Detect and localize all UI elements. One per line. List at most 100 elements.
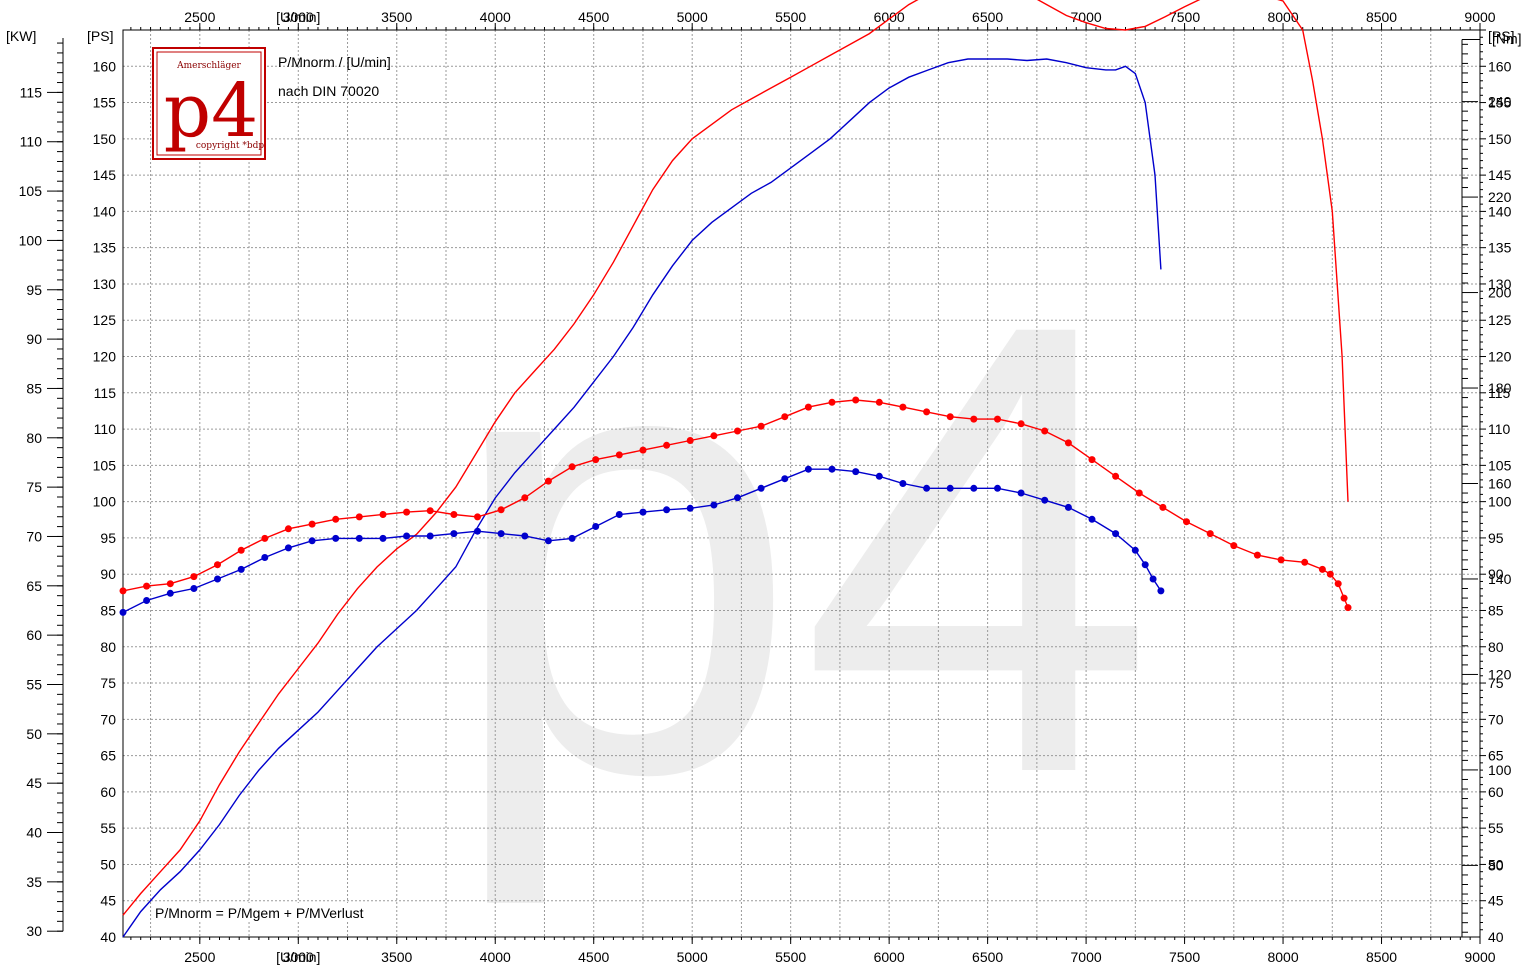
series-point-2 bbox=[214, 561, 221, 569]
ps-tick-label-right: 65 bbox=[1488, 748, 1504, 764]
series-point-3 bbox=[781, 475, 789, 483]
x-tick-label-bottom: 8000 bbox=[1267, 949, 1298, 965]
kw-tick-label: 110 bbox=[20, 134, 43, 150]
ps-tick-label-left: 160 bbox=[93, 58, 117, 74]
kw-tick-label: 75 bbox=[26, 479, 42, 495]
series-point-3 bbox=[923, 484, 931, 492]
series-line-0 bbox=[122, 0, 1349, 916]
ps-tick-label-left: 115 bbox=[94, 385, 117, 401]
series-point-3 bbox=[450, 530, 458, 538]
series-point-2 bbox=[1088, 456, 1096, 464]
ps-tick-label-left: 55 bbox=[100, 820, 116, 836]
annotation-line2: nach DIN 70020 bbox=[278, 83, 379, 99]
series-point-2 bbox=[379, 511, 387, 518]
ps-tick-label-left: 85 bbox=[100, 602, 116, 618]
series-point-3 bbox=[592, 523, 600, 530]
series-point-2 bbox=[284, 525, 292, 533]
series-point-2 bbox=[923, 408, 931, 416]
ps-tick-label-right: 50 bbox=[1488, 856, 1504, 872]
series-point-3 bbox=[521, 532, 529, 540]
ps-tick-label-left: 100 bbox=[93, 494, 117, 510]
series-point-2 bbox=[1340, 594, 1348, 602]
kw-tick-label: 105 bbox=[19, 183, 43, 199]
series-point-3 bbox=[568, 534, 576, 542]
series-point-2 bbox=[426, 507, 434, 515]
series-point-2 bbox=[592, 456, 600, 464]
series-point-3 bbox=[1141, 561, 1149, 569]
nm-tick-label: 200 bbox=[1488, 285, 1512, 301]
series-point-2 bbox=[686, 437, 694, 444]
series-point-3 bbox=[237, 565, 245, 573]
x-tick-label-top: 4500 bbox=[578, 9, 609, 25]
series-point-2 bbox=[355, 513, 363, 521]
ps-tick-label-right: 110 bbox=[1488, 421, 1511, 437]
series-point-3 bbox=[639, 508, 647, 516]
x-tick-label-bottom: 2500 bbox=[184, 949, 215, 965]
series-line-2 bbox=[122, 399, 1349, 608]
x-axis-title-bottom: [U/min] bbox=[276, 949, 320, 965]
kw-tick-label: 80 bbox=[26, 430, 42, 446]
ps-tick-label-left: 105 bbox=[93, 457, 117, 473]
kw-tick-label: 70 bbox=[26, 528, 42, 544]
ps-tick-label-left: 150 bbox=[93, 131, 117, 147]
series-point-3 bbox=[403, 532, 411, 540]
x-tick-label-bottom: 4000 bbox=[480, 949, 511, 965]
nm-tick-label: 220 bbox=[1488, 189, 1512, 205]
ps-tick-label-right: 60 bbox=[1488, 784, 1504, 800]
series-point-3 bbox=[1112, 530, 1120, 538]
series-point-2 bbox=[970, 415, 978, 423]
series-point-2 bbox=[332, 515, 340, 523]
series-point-3 bbox=[284, 544, 292, 552]
ps-tick-label-left: 145 bbox=[93, 167, 117, 183]
series-point-2 bbox=[828, 398, 836, 406]
ps-tick-label-right: 105 bbox=[1488, 457, 1512, 473]
series-point-3 bbox=[1041, 496, 1049, 504]
kw-tick-label: 115 bbox=[20, 84, 43, 100]
logo-top-text: Amerschläger bbox=[176, 61, 241, 71]
kw-tick-label: 90 bbox=[26, 331, 42, 347]
ps-tick-label-left: 65 bbox=[100, 748, 116, 764]
series-layer bbox=[119, 0, 1352, 938]
series-point-2 bbox=[639, 446, 647, 454]
ps-tick-label-right: 135 bbox=[1488, 240, 1512, 256]
x-tick-label-bottom: 3000 bbox=[283, 949, 314, 965]
series-point-3 bbox=[119, 608, 127, 616]
series-point-2 bbox=[757, 422, 765, 430]
series-point-2 bbox=[1135, 489, 1143, 497]
ps-tick-label-right: 75 bbox=[1488, 675, 1504, 691]
ps-tick-label-left: 70 bbox=[100, 711, 116, 727]
series-point-2 bbox=[143, 582, 151, 590]
ps-tick-label-right: 140 bbox=[1488, 203, 1512, 219]
x-tick-label-top: 4000 bbox=[480, 9, 511, 25]
formula-background bbox=[152, 903, 392, 921]
x-axis-title-top: [U/min] bbox=[276, 9, 320, 25]
kw-tick-label: 30 bbox=[26, 923, 42, 939]
ps-tick-label-left: 95 bbox=[100, 530, 116, 546]
series-point-2 bbox=[1253, 551, 1261, 559]
series-point-3 bbox=[1064, 503, 1072, 511]
series-point-2 bbox=[1017, 420, 1025, 428]
series-point-2 bbox=[308, 520, 316, 528]
series-point-3 bbox=[166, 589, 174, 597]
series-point-2 bbox=[190, 573, 198, 581]
kw-tick-label: 35 bbox=[26, 874, 42, 890]
axes: 2500 2500 3000 3000 3500 3500 4000 4000 4500 4500… bbox=[6, 9, 1522, 965]
series-point-2 bbox=[710, 432, 718, 440]
x-tick-label-bottom: 8500 bbox=[1366, 949, 1397, 965]
series-point-3 bbox=[899, 480, 907, 487]
annotation-line1: P/Mnorm / [U/min] bbox=[278, 54, 391, 70]
ps-tick-label-left: 80 bbox=[100, 639, 116, 655]
ps-tick-label-left: 75 bbox=[100, 675, 116, 691]
ps-tick-label-right: 55 bbox=[1488, 820, 1504, 836]
series-point-3 bbox=[1149, 575, 1157, 583]
series-point-2 bbox=[261, 534, 269, 542]
series-point-3 bbox=[379, 534, 387, 542]
nm-tick-label: 180 bbox=[1488, 380, 1512, 396]
plot-frame bbox=[122, 29, 1481, 938]
ps-axis-title-left: [PS] bbox=[87, 28, 113, 44]
x-tick-label-bottom: 7500 bbox=[1169, 949, 1200, 965]
x-tick-label-top: 8500 bbox=[1366, 9, 1397, 25]
series-point-3 bbox=[875, 472, 883, 480]
ps-tick-label-right: 70 bbox=[1488, 711, 1504, 727]
